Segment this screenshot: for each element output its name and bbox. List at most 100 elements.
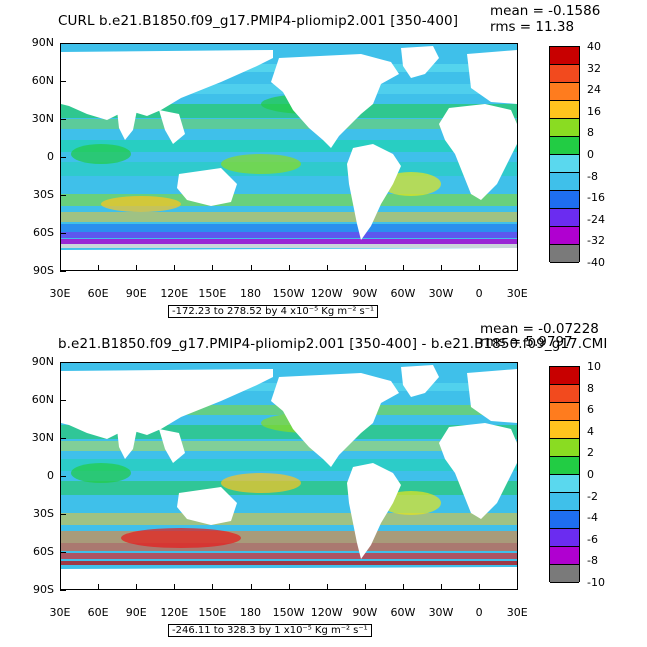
colorbar-label: 8 xyxy=(587,381,594,395)
lon-tick xyxy=(479,584,481,590)
field-band xyxy=(61,543,517,551)
lat-tick-label: 30S xyxy=(33,188,54,201)
field-band xyxy=(61,239,517,244)
lon-tick-label: 150E xyxy=(198,287,227,300)
map-panel-curl: CURL b.e21.B1850.f09_g17.PMIP4-pliomip2.… xyxy=(0,0,647,323)
lon-tick-label: 30W xyxy=(428,287,454,300)
colorbar-box xyxy=(550,65,579,83)
lat-tick-label: 90N xyxy=(31,36,54,49)
colorbar-label: 6 xyxy=(587,403,594,417)
lon-tick-label: 30E xyxy=(506,606,528,619)
colorbar-label: -8 xyxy=(587,554,598,568)
lat-tick xyxy=(60,157,66,158)
colorbar-box xyxy=(550,529,579,547)
colorbar-label: 24 xyxy=(587,83,601,97)
lon-tick-label: 60W xyxy=(390,606,416,619)
lat-tick-label: 60N xyxy=(31,393,54,406)
colorbar-label: -6 xyxy=(587,532,598,546)
lat-tick xyxy=(60,81,66,82)
land-mass xyxy=(467,369,517,423)
lat-tick xyxy=(60,43,66,44)
lon-tick xyxy=(441,584,442,590)
lon-tick xyxy=(402,265,404,271)
colorbar-box xyxy=(550,155,579,173)
lon-tick xyxy=(250,265,252,271)
colorbar-box xyxy=(550,565,579,583)
land-mass xyxy=(177,168,237,206)
lon-tick xyxy=(479,265,481,271)
colorbar-label: 8 xyxy=(587,126,594,140)
colorbar-box xyxy=(550,547,579,565)
colorbar-box xyxy=(550,83,579,101)
colorbar-box xyxy=(550,101,579,119)
field-band xyxy=(61,441,517,451)
colorbar-box xyxy=(550,403,579,421)
colorbar-box xyxy=(550,421,579,439)
lon-tick xyxy=(98,584,100,590)
lat-tick xyxy=(60,362,66,363)
field-patch xyxy=(121,528,241,548)
colorbar-box xyxy=(550,227,579,245)
contour-range-label: -246.11 to 328.3 by 1 x10⁻⁵ Kg m⁻² s⁻¹ xyxy=(168,624,372,637)
lon-tick xyxy=(402,584,404,590)
rms-label: rms = 5.9797 xyxy=(480,334,573,350)
lon-tick xyxy=(326,265,328,271)
lon-tick-label: 120E xyxy=(160,287,189,300)
lat-tick-label: 30N xyxy=(31,112,54,125)
field-band xyxy=(61,513,517,525)
lon-tick xyxy=(364,265,366,271)
map-panel-difference: b.e21.B1850.f09_g17.PMIP4-pliomip2.001 [… xyxy=(0,321,647,645)
land-mass xyxy=(117,110,137,140)
panel-title: CURL b.e21.B1850.f09_g17.PMIP4-pliomip2.… xyxy=(58,13,459,29)
land-mass xyxy=(401,46,439,78)
lon-tick xyxy=(60,265,61,271)
mean-label: mean = -0.1586 xyxy=(490,3,601,19)
lon-tick xyxy=(517,584,519,590)
colorbar-label: -40 xyxy=(587,256,605,269)
lon-tick xyxy=(98,265,100,271)
lat-tick xyxy=(60,271,66,272)
lat-tick-label: 60S xyxy=(33,226,54,239)
colorbar-label: -8 xyxy=(587,169,598,183)
colorbar-box xyxy=(550,137,579,155)
field-band xyxy=(61,140,517,152)
lon-tick xyxy=(441,265,442,271)
lon-tick-label: 30W xyxy=(428,606,454,619)
field-band xyxy=(61,212,517,222)
colorbar-label: 16 xyxy=(587,104,601,118)
field-band xyxy=(61,232,517,238)
land-mass xyxy=(61,567,517,589)
lon-tick-label: 90W xyxy=(352,606,378,619)
colorbar-label: 4 xyxy=(587,424,594,438)
land-mass xyxy=(271,373,399,467)
lon-tick xyxy=(288,265,290,271)
lon-tick xyxy=(212,584,214,590)
land-mass xyxy=(347,144,401,240)
colorbar-box xyxy=(550,173,579,191)
lon-tick xyxy=(364,584,366,590)
land-mass xyxy=(401,365,439,397)
lat-tick-label: 90S xyxy=(33,583,54,596)
field-patch xyxy=(101,196,181,212)
lon-tick-label: 150W xyxy=(272,606,305,619)
lon-tick xyxy=(60,584,61,590)
colorbar xyxy=(549,46,580,263)
colorbar-box xyxy=(550,493,579,511)
ocean-field-map xyxy=(61,365,517,589)
lon-tick-label: 60W xyxy=(390,287,416,300)
colorbar-box xyxy=(550,385,579,403)
lon-tick xyxy=(136,265,138,271)
lon-tick-label: 120E xyxy=(160,606,189,619)
colorbar-box xyxy=(550,475,579,493)
colorbar-label: -16 xyxy=(587,191,605,205)
colorbar-label: -4 xyxy=(587,511,598,525)
lon-tick xyxy=(326,584,328,590)
land-mass xyxy=(439,104,517,200)
ocean-field-map xyxy=(61,46,517,270)
lon-tick-label: 90W xyxy=(352,287,378,300)
rms-label: rms = 11.38 xyxy=(490,19,575,35)
colorbar-box xyxy=(550,367,579,385)
lon-tick-label: 30E xyxy=(49,287,71,300)
land-mass xyxy=(347,463,401,559)
land-mass xyxy=(61,50,273,120)
